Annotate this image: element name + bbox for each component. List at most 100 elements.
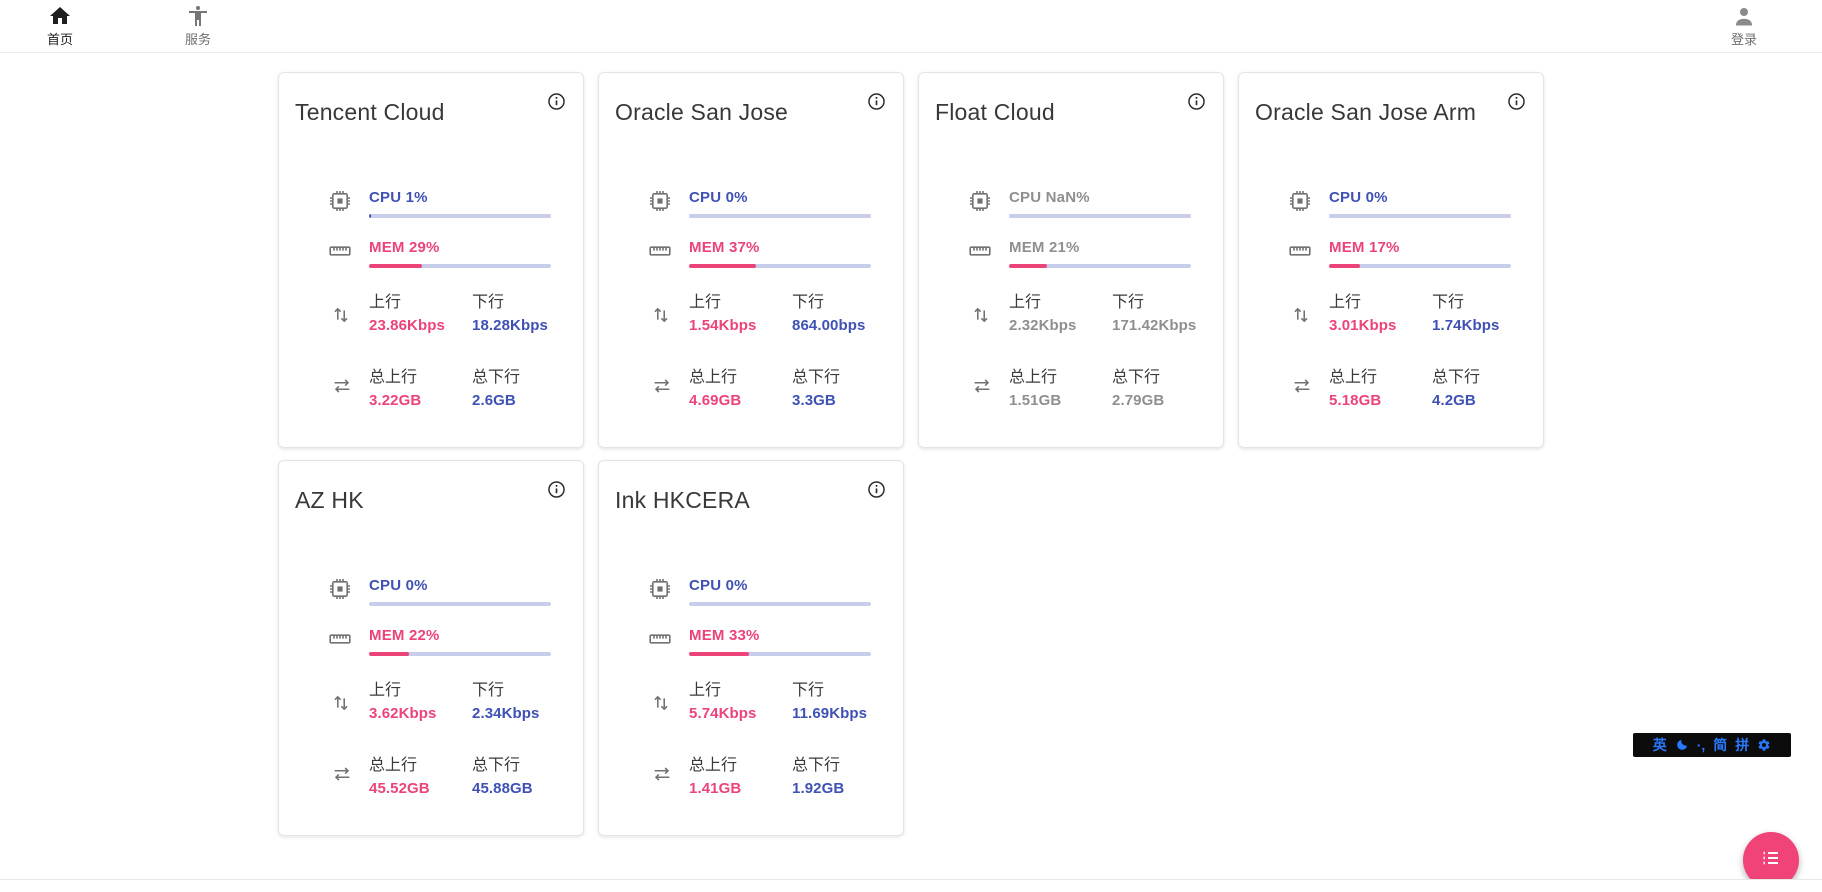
cpu-stat: CPU 0% <box>689 189 871 218</box>
ime-scheme-toggle[interactable]: 拼 <box>1735 737 1750 753</box>
mem-stat: MEM 33% <box>689 627 871 656</box>
total-download-value: 2.79GB <box>1112 392 1165 409</box>
card-header: AZ HK <box>295 481 567 515</box>
download-label: 下行 <box>472 682 505 699</box>
download-label: 下行 <box>792 294 825 311</box>
net-total-row: 总上行 45.52GB 总下行 45.88GB <box>295 756 567 798</box>
download-col: 下行 864.00bps <box>792 293 895 335</box>
cpu-progress-bar <box>1329 214 1511 218</box>
info-icon[interactable] <box>866 479 887 500</box>
cpu-progress-bar <box>369 214 551 218</box>
total-upload-label: 总上行 <box>689 757 738 774</box>
total-download-col: 总下行 1.92GB <box>792 756 895 798</box>
download-label: 下行 <box>472 294 505 311</box>
gear-icon[interactable] <box>1757 738 1771 752</box>
total-download-label: 总下行 <box>1432 369 1481 386</box>
total-upload-value: 3.22GB <box>369 392 422 409</box>
cpu-row: CPU 0% <box>615 189 887 218</box>
nav-item-login-label: 登录 <box>1730 32 1757 47</box>
total-upload-label: 总上行 <box>1009 369 1058 386</box>
total-download-col: 总下行 4.2GB <box>1432 368 1535 410</box>
moon-icon[interactable] <box>1675 738 1689 752</box>
ime-status-bar: 英 ·, 简 拼 <box>1633 733 1791 757</box>
card-header: Float Cloud <box>935 93 1207 127</box>
cpu-progress-bar <box>689 602 871 606</box>
upload-value: 2.32Kbps <box>1009 317 1077 334</box>
mem-progress-fill <box>369 652 410 656</box>
total-upload-col: 总上行 4.69GB <box>689 368 792 410</box>
download-col: 下行 171.42Kbps <box>1112 293 1215 335</box>
net-speed-row: 上行 2.32Kbps 下行 171.42Kbps <box>935 293 1207 335</box>
mem-progress-fill <box>689 264 757 268</box>
swap-vert-icon <box>935 293 1009 335</box>
info-icon[interactable] <box>866 91 887 112</box>
upload-label: 上行 <box>369 682 402 699</box>
download-col: 下行 18.28Kbps <box>472 293 575 335</box>
info-icon[interactable] <box>546 479 567 500</box>
mem-progress-bar <box>369 652 551 656</box>
swap-vert-icon <box>295 681 369 723</box>
server-name: Tencent Cloud <box>295 99 445 125</box>
cpu-progress-bar <box>1009 214 1191 218</box>
swap-vert-icon <box>1255 293 1329 335</box>
total-upload-value: 5.18GB <box>1329 392 1382 409</box>
server-card: Oracle San Jose CPU 0% <box>598 72 904 448</box>
total-upload-value: 4.69GB <box>689 392 742 409</box>
upload-col: 上行 5.74Kbps <box>689 681 792 723</box>
server-list-fab[interactable] <box>1743 832 1799 888</box>
total-upload-col: 总上行 5.18GB <box>1329 368 1432 410</box>
mem-progress-bar <box>689 652 871 656</box>
cpu-row: CPU 0% <box>615 577 887 606</box>
upload-col: 上行 3.62Kbps <box>369 681 472 723</box>
server-name: Oracle San Jose Arm <box>1255 99 1477 125</box>
mem-row: MEM 29% <box>295 239 567 268</box>
nav-item-home[interactable]: 首页 <box>36 4 84 48</box>
memory-ruler-icon <box>295 239 369 268</box>
mem-progress-fill <box>1009 264 1048 268</box>
info-icon[interactable] <box>546 91 567 112</box>
server-card: AZ HK CPU 0% <box>278 460 584 836</box>
upload-col: 上行 2.32Kbps <box>1009 293 1112 335</box>
server-card: Tencent Cloud CPU 1% <box>278 72 584 448</box>
total-download-col: 总下行 45.88GB <box>472 756 575 798</box>
net-speed-row: 上行 23.86Kbps 下行 18.28Kbps <box>295 293 567 335</box>
upload-col: 上行 3.01Kbps <box>1329 293 1432 335</box>
mem-usage-text: MEM 29% <box>369 239 440 256</box>
total-upload-col: 总上行 1.41GB <box>689 756 792 798</box>
server-card: Ink HKCERA CPU 0% <box>598 460 904 836</box>
total-download-value: 3.3GB <box>792 392 836 409</box>
memory-ruler-icon <box>295 627 369 656</box>
info-icon[interactable] <box>1506 91 1527 112</box>
swap-vert-icon <box>615 681 689 723</box>
cpu-stat: CPU 0% <box>369 577 551 606</box>
swap-horiz-icon <box>935 368 1009 410</box>
net-total-row: 总上行 1.51GB 总下行 2.79GB <box>935 368 1207 410</box>
total-download-value: 1.92GB <box>792 780 845 797</box>
card-header: Ink HKCERA <box>615 481 887 515</box>
download-col: 下行 1.74Kbps <box>1432 293 1535 335</box>
cpu-row: CPU 0% <box>1255 189 1527 218</box>
total-upload-value: 1.51GB <box>1009 392 1062 409</box>
ime-punct-toggle[interactable]: ·, <box>1696 737 1706 753</box>
total-download-col: 总下行 2.6GB <box>472 368 575 410</box>
nav-item-services[interactable]: 服务 <box>174 4 222 48</box>
card-header: Oracle San Jose <box>615 93 887 127</box>
download-label: 下行 <box>1432 294 1465 311</box>
swap-horiz-icon <box>295 368 369 410</box>
upload-value: 3.62Kbps <box>369 705 437 722</box>
cpu-row: CPU NaN% <box>935 189 1207 218</box>
info-icon[interactable] <box>1186 91 1207 112</box>
mem-usage-text: MEM 22% <box>369 627 440 644</box>
total-upload-label: 总上行 <box>369 757 418 774</box>
ime-lang-toggle[interactable]: 英 <box>1652 737 1667 753</box>
download-col: 下行 2.34Kbps <box>472 681 575 723</box>
swap-vert-icon <box>615 293 689 335</box>
upload-label: 上行 <box>1009 294 1042 311</box>
total-download-label: 总下行 <box>792 369 841 386</box>
memory-ruler-icon <box>615 627 689 656</box>
ime-charset-toggle[interactable]: 简 <box>1713 737 1728 753</box>
total-download-label: 总下行 <box>472 369 521 386</box>
mem-usage-text: MEM 21% <box>1009 239 1080 256</box>
nav-item-login[interactable]: 登录 <box>1720 4 1768 48</box>
mem-progress-fill <box>1329 264 1360 268</box>
